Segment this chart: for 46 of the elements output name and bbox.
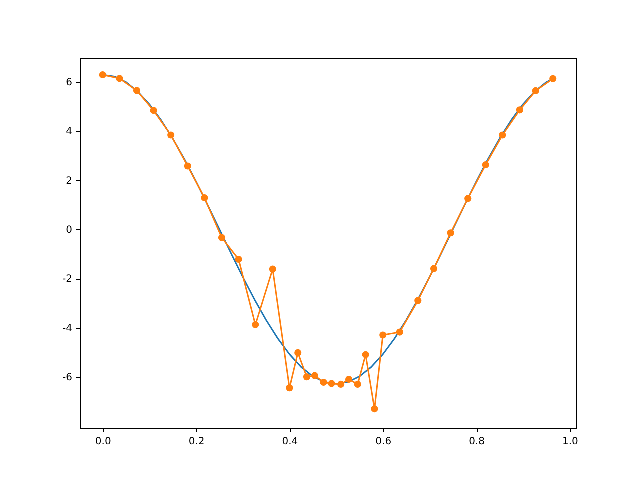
- y-tick-label: -6: [62, 372, 72, 384]
- point: [482, 161, 490, 169]
- point: [99, 71, 106, 79]
- point: [133, 87, 141, 94]
- point: [380, 332, 387, 339]
- x-tick-label: 0.4: [282, 436, 298, 448]
- point: [345, 376, 353, 384]
- x-tick-label: 0.6: [376, 436, 392, 448]
- y-tick-label: 0: [66, 224, 72, 236]
- point: [116, 75, 124, 82]
- point: [184, 162, 192, 170]
- point: [320, 378, 328, 386]
- point: [516, 106, 524, 114]
- y-tick-label: 2: [66, 176, 72, 187]
- y-tick-label: 6: [66, 77, 72, 88]
- y-tick-label: -4: [62, 323, 72, 334]
- point: [396, 328, 404, 336]
- point: [294, 349, 302, 356]
- point: [532, 87, 540, 94]
- y-tick-label: 4: [66, 126, 72, 138]
- x-tick-label: 0.8: [469, 436, 485, 448]
- point: [201, 194, 208, 202]
- point: [354, 380, 362, 388]
- point: [338, 380, 345, 388]
- x-tick-label: 0.2: [188, 436, 205, 448]
- point: [447, 230, 454, 237]
- point: [269, 266, 276, 273]
- point: [371, 406, 378, 413]
- point: [286, 384, 294, 392]
- x-tick-label: 1.0: [562, 436, 578, 448]
- x-tick-label: 0.0: [95, 436, 112, 448]
- point: [550, 75, 557, 82]
- point: [235, 256, 242, 264]
- point: [303, 374, 311, 381]
- point: [328, 380, 336, 388]
- point: [311, 372, 318, 380]
- point: [499, 132, 506, 139]
- point: [168, 132, 175, 139]
- point: [150, 107, 158, 114]
- point: [464, 195, 472, 202]
- point: [252, 321, 260, 328]
- point: [362, 351, 370, 358]
- point: [218, 234, 226, 242]
- point: [414, 297, 422, 304]
- point: [430, 265, 438, 272]
- y-tick-label: -2: [62, 274, 72, 286]
